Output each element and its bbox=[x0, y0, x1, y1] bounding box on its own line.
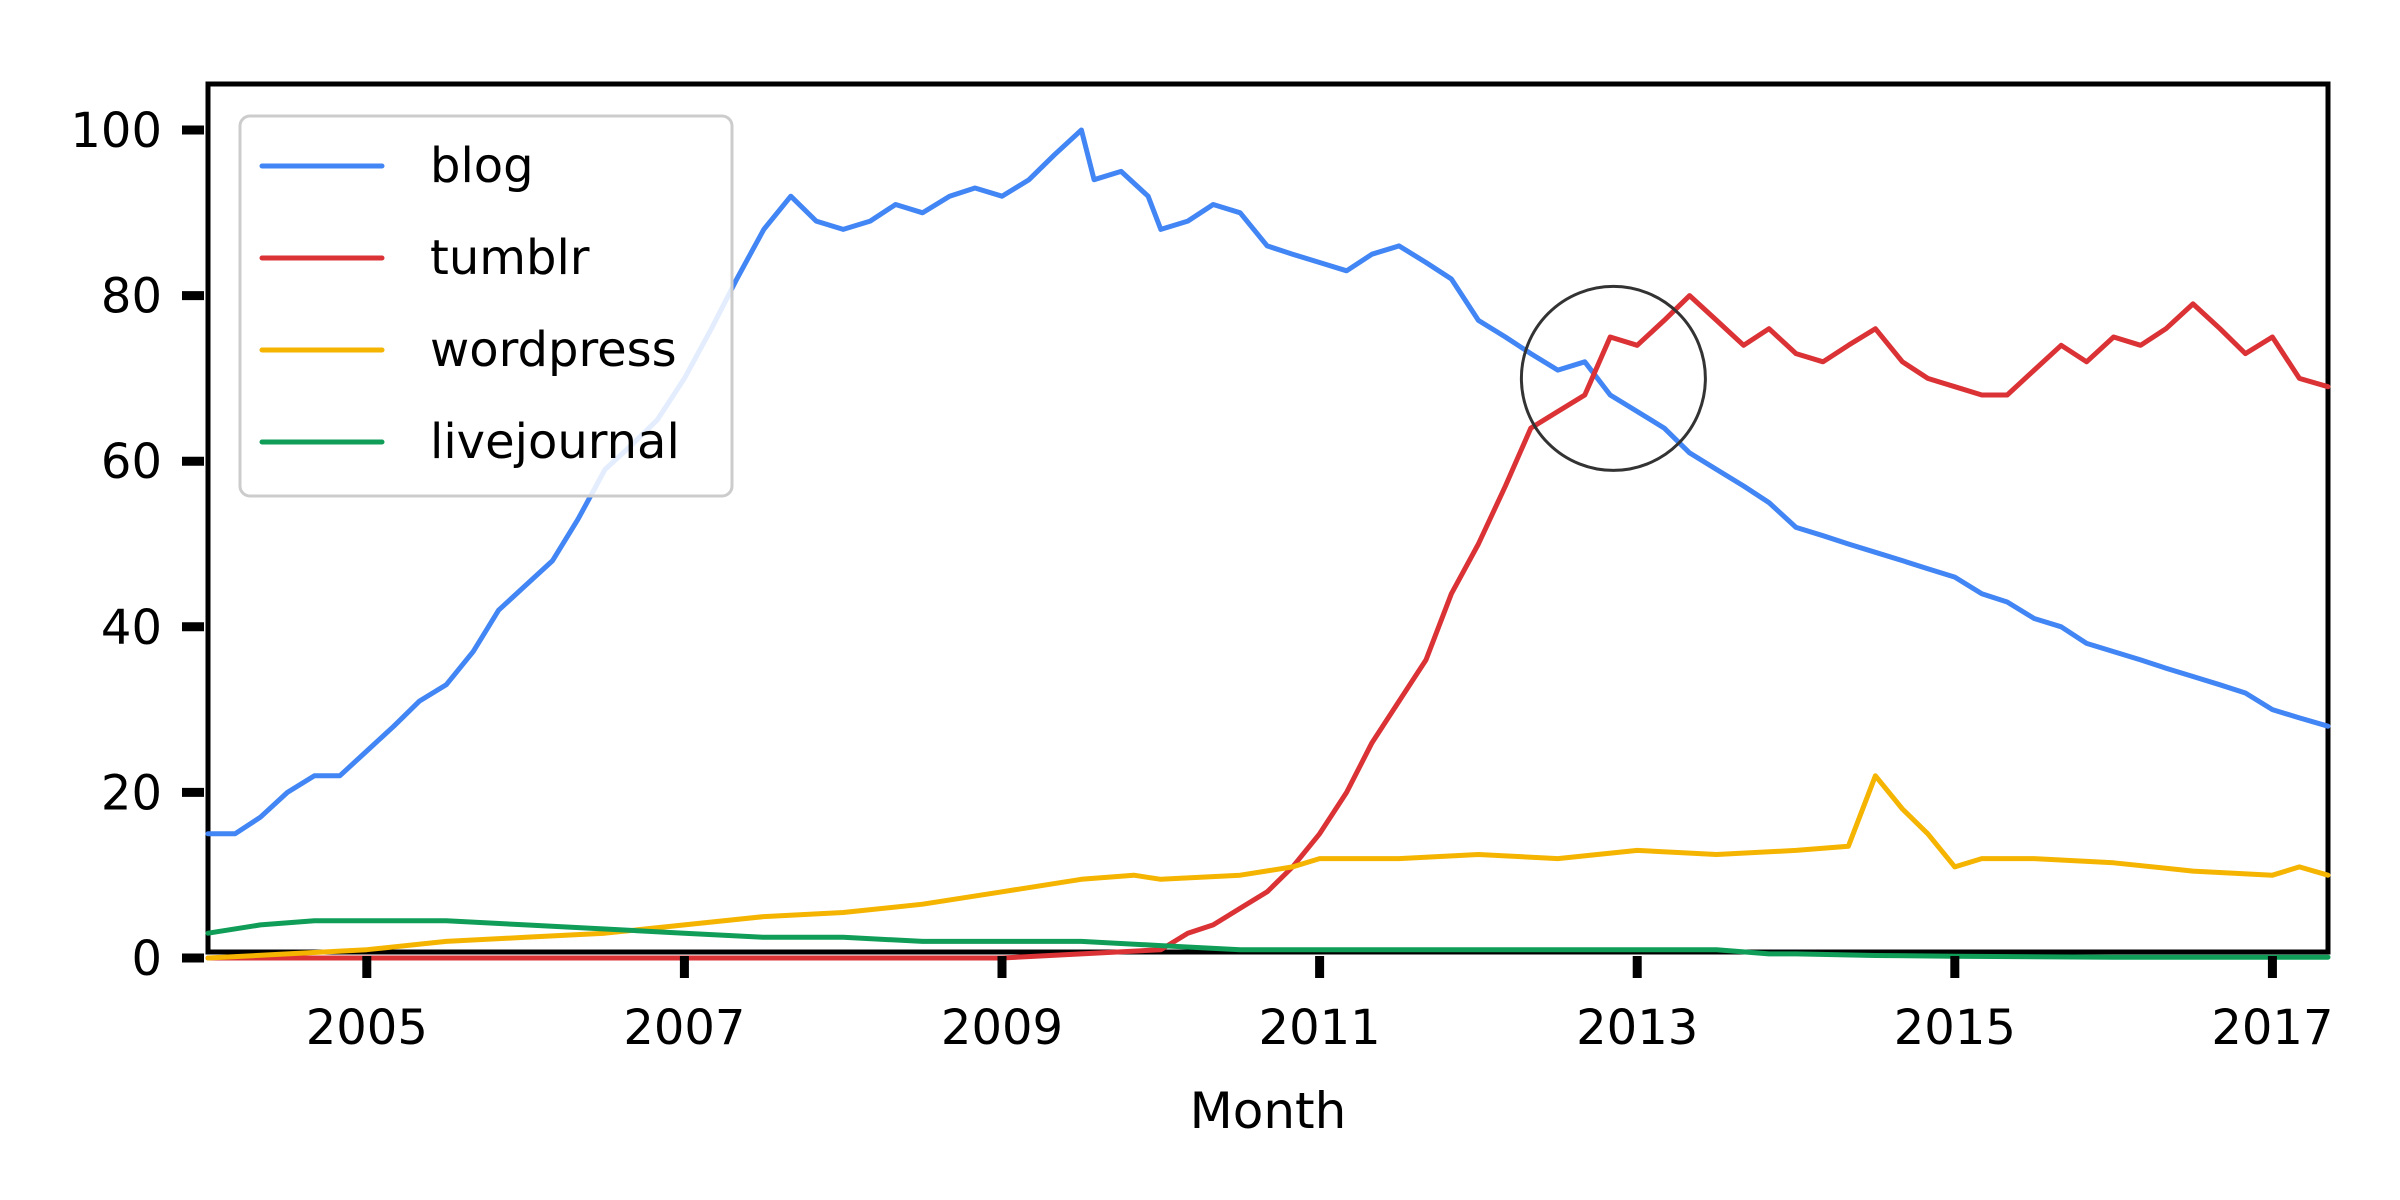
legend-label-wordpress: wordpress bbox=[430, 322, 677, 378]
legend-label-livejournal: livejournal bbox=[430, 414, 680, 470]
series-line-wordpress bbox=[205, 773, 2331, 961]
x-axis-label: Month bbox=[1190, 1082, 1347, 1140]
series-line-tumblr bbox=[205, 293, 2331, 961]
x-tick-label: 2015 bbox=[1894, 1000, 2016, 1056]
y-tick-label: 80 bbox=[101, 269, 162, 325]
x-tick-label: 2017 bbox=[2211, 1000, 2333, 1056]
y-tick-label: 40 bbox=[101, 600, 162, 656]
series-line-blog bbox=[205, 127, 2331, 837]
x-axis: 2005 2007 2009 2011 2013 2015 2017 bbox=[306, 956, 2333, 1056]
highlight-circle bbox=[1519, 284, 1707, 472]
series-layer bbox=[205, 127, 2331, 961]
legend: blog tumblr wordpress livejournal bbox=[238, 114, 734, 498]
annotation-layer bbox=[1519, 284, 1707, 472]
legend-box bbox=[238, 114, 734, 498]
y-tick-label: 0 bbox=[131, 931, 162, 987]
y-axis: 0 20 40 60 80 100 bbox=[70, 103, 204, 987]
x-tick-label: 2005 bbox=[306, 1000, 428, 1056]
legend-label-blog: blog bbox=[430, 138, 534, 194]
legend-label-tumblr: tumblr bbox=[430, 230, 590, 286]
y-tick-label: 20 bbox=[101, 765, 162, 821]
x-tick-label: 2007 bbox=[623, 1000, 745, 1056]
x-tick-label: 2011 bbox=[1259, 1000, 1381, 1056]
x-tick-label: 2009 bbox=[941, 1000, 1063, 1056]
y-tick-label: 60 bbox=[101, 434, 162, 490]
series-line-livejournal bbox=[205, 918, 2331, 960]
y-tick-label: 100 bbox=[70, 103, 162, 159]
x-tick-label: 2013 bbox=[1576, 1000, 1698, 1056]
